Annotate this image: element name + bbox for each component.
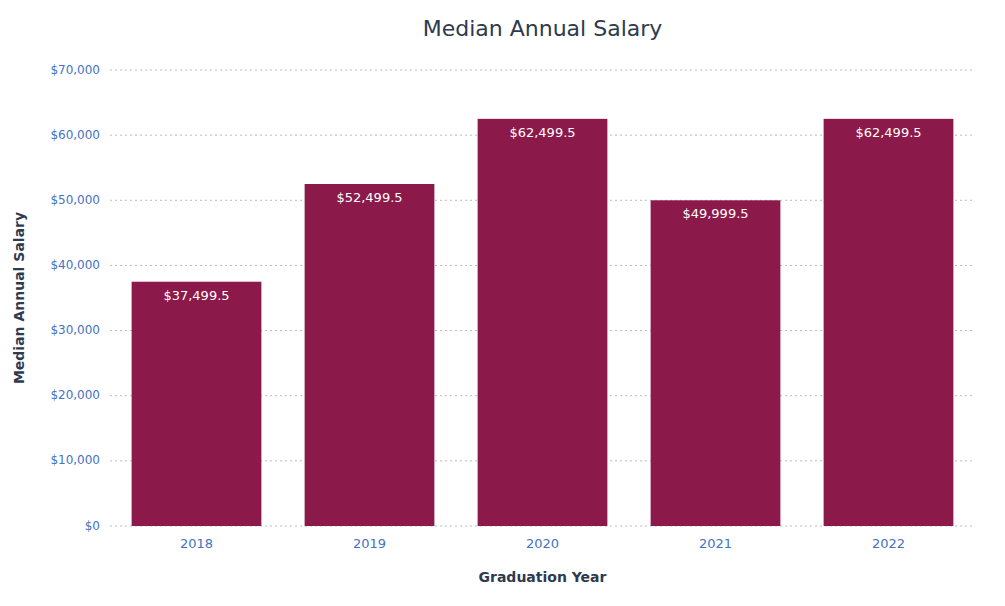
chart-svg: $0 $10,000 $20,000 $30,000 $40,000 $50,000 $60… bbox=[0, 0, 1005, 606]
y-tick-label: $10,000 bbox=[50, 453, 100, 467]
data-label: $37,499.5 bbox=[163, 288, 229, 303]
x-tick-label: 2020 bbox=[526, 536, 559, 551]
bar bbox=[305, 184, 435, 526]
bar bbox=[824, 119, 954, 526]
y-tick-label: $70,000 bbox=[50, 63, 100, 77]
y-tick-label: $20,000 bbox=[50, 388, 100, 402]
data-label: $52,499.5 bbox=[336, 190, 402, 205]
bar bbox=[651, 200, 781, 526]
y-tick-label: $30,000 bbox=[50, 323, 100, 337]
x-tick-label: 2018 bbox=[180, 536, 213, 551]
y-grid bbox=[110, 70, 975, 526]
bar bbox=[132, 282, 262, 526]
y-tick-label: $50,000 bbox=[50, 193, 100, 207]
data-label: $62,499.5 bbox=[509, 125, 575, 140]
x-tick-label: 2021 bbox=[699, 536, 732, 551]
data-label: $62,499.5 bbox=[855, 125, 921, 140]
chart-container: $0 $10,000 $20,000 $30,000 $40,000 $50,000 $60… bbox=[0, 0, 1005, 606]
y-tick-label: $0 bbox=[85, 519, 100, 533]
grid-line bbox=[110, 70, 975, 71]
x-axis-label: Graduation Year bbox=[479, 569, 607, 585]
bars bbox=[132, 119, 954, 526]
data-label: $49,999.5 bbox=[682, 206, 748, 221]
y-tick-label: $60,000 bbox=[50, 128, 100, 142]
x-tick-label: 2022 bbox=[872, 536, 905, 551]
x-axis: 2018 2019 2020 2021 2022 bbox=[180, 536, 905, 551]
bar bbox=[478, 119, 608, 526]
chart-title: Median Annual Salary bbox=[423, 16, 663, 41]
data-labels: $37,499.5 $52,499.5 $62,499.5 $49,999.5 $62,… bbox=[163, 125, 921, 303]
y-tick-label: $40,000 bbox=[50, 258, 100, 272]
y-axis-label: Median Annual Salary bbox=[11, 212, 27, 384]
x-tick-label: 2019 bbox=[353, 536, 386, 551]
y-axis: $0 $10,000 $20,000 $30,000 $40,000 $50,000 $60… bbox=[50, 63, 100, 533]
page: {"chart_data": {"type": "bar", "title": … bbox=[0, 0, 1005, 606]
